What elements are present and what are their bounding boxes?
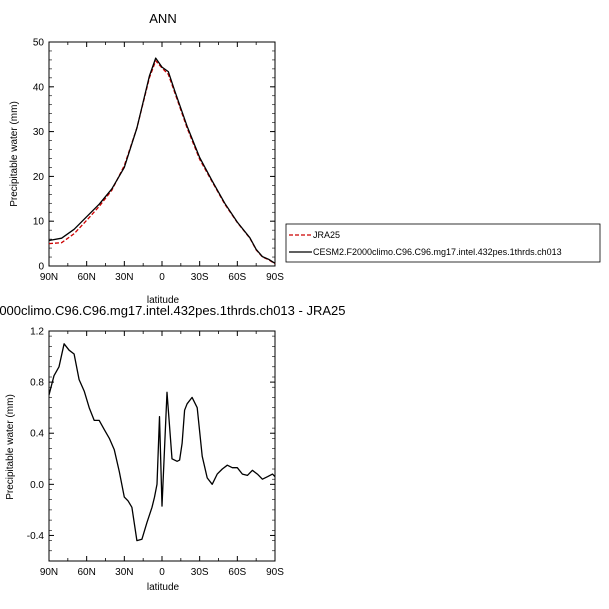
y-tick-label-1-3: 0.8 <box>30 378 44 389</box>
x-tick-label-0-3: 0 <box>159 272 165 283</box>
y-tick-label-1-1: 0.0 <box>30 480 44 491</box>
x-tick-label-1-2: 30N <box>115 567 133 578</box>
x-tick-label-1-1: 60N <box>77 567 95 578</box>
y-tick-label-0-0: 0 <box>38 262 44 273</box>
top-chart-title: ANN <box>149 11 176 26</box>
x-tick-label-1-0: 90N <box>40 567 58 578</box>
y-tick-label-1-0: -0.4 <box>27 531 45 542</box>
bottom-plot-area: 90N 60N 30N 0 30S 60S 90S -0.4 0.0 0.4 0.8 1.2 <box>27 327 284 579</box>
bottom-chart-title: .F2000climo.C96.C96.mg17.intel.432pes.1t… <box>0 303 345 318</box>
series-line-0-1 <box>48 57 276 264</box>
x-tick-label-0-6: 90S <box>266 272 284 283</box>
y-tick-label-0-2: 20 <box>33 172 45 183</box>
x-tick-label-1-6: 90S <box>266 567 284 578</box>
bottom-x-axis-label: latitude <box>147 582 180 593</box>
plot-frame-0 <box>48 41 276 267</box>
x-tick-label-0-4: 30S <box>191 272 209 283</box>
y-tick-label-1-2: 0.4 <box>30 429 44 440</box>
legend-label-jra25: JRA25 <box>313 230 340 240</box>
x-tick-label-0-5: 60S <box>228 272 246 283</box>
bottom-panel: .F2000climo.C96.C96.mg17.intel.432pes.1t… <box>0 303 345 593</box>
y-tick-label-0-3: 30 <box>33 127 45 138</box>
legend-box <box>285 223 601 263</box>
x-tick-label-1-4: 30S <box>191 567 209 578</box>
y-tick-label-0-4: 40 <box>33 82 45 93</box>
x-tick-label-0-1: 60N <box>77 272 95 283</box>
top-x-axis-label: latitude <box>147 295 180 306</box>
x-tick-label-0-2: 30N <box>115 272 133 283</box>
x-tick-label-1-5: 60S <box>228 567 246 578</box>
x-tick-label-1-3: 0 <box>159 567 165 578</box>
x-tick-label-0-0: 90N <box>40 272 58 283</box>
top-y-axis-label: Precipitable water (mm) <box>9 101 20 207</box>
series-line-0-0 <box>48 60 276 265</box>
top-plot-area: 90N 60N 30N 0 30S 60S 90S 0 10 20 30 40 50 <box>33 38 284 284</box>
legend-label-cesm2: CESM2.F2000climo.C96.C96.mg17.intel.432p… <box>313 247 562 257</box>
series-line-1-0 <box>48 343 276 542</box>
y-tick-label-0-5: 50 <box>33 38 45 49</box>
y-tick-label-0-1: 10 <box>33 217 45 228</box>
top-panel: ANN latitude Precipitable water (mm) 90N… <box>9 11 284 306</box>
legend: JRA25 CESM2.F2000climo.C96.C96.mg17.inte… <box>285 223 601 263</box>
plot-frame-1 <box>48 330 276 562</box>
bottom-y-axis-label: Precipitable water (mm) <box>5 394 16 500</box>
y-tick-label-1-4: 1.2 <box>30 327 44 338</box>
